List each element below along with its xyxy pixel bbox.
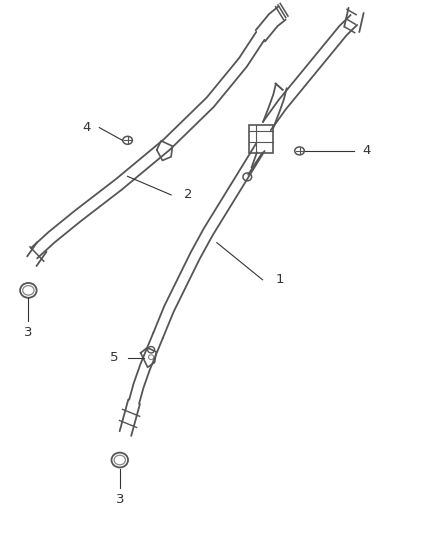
Text: 3: 3 (116, 494, 124, 506)
Text: 3: 3 (24, 326, 32, 339)
Text: 4: 4 (82, 121, 91, 134)
Text: 4: 4 (363, 144, 371, 157)
Text: 1: 1 (276, 273, 284, 286)
Text: 5: 5 (110, 351, 119, 364)
Text: 2: 2 (184, 189, 193, 201)
